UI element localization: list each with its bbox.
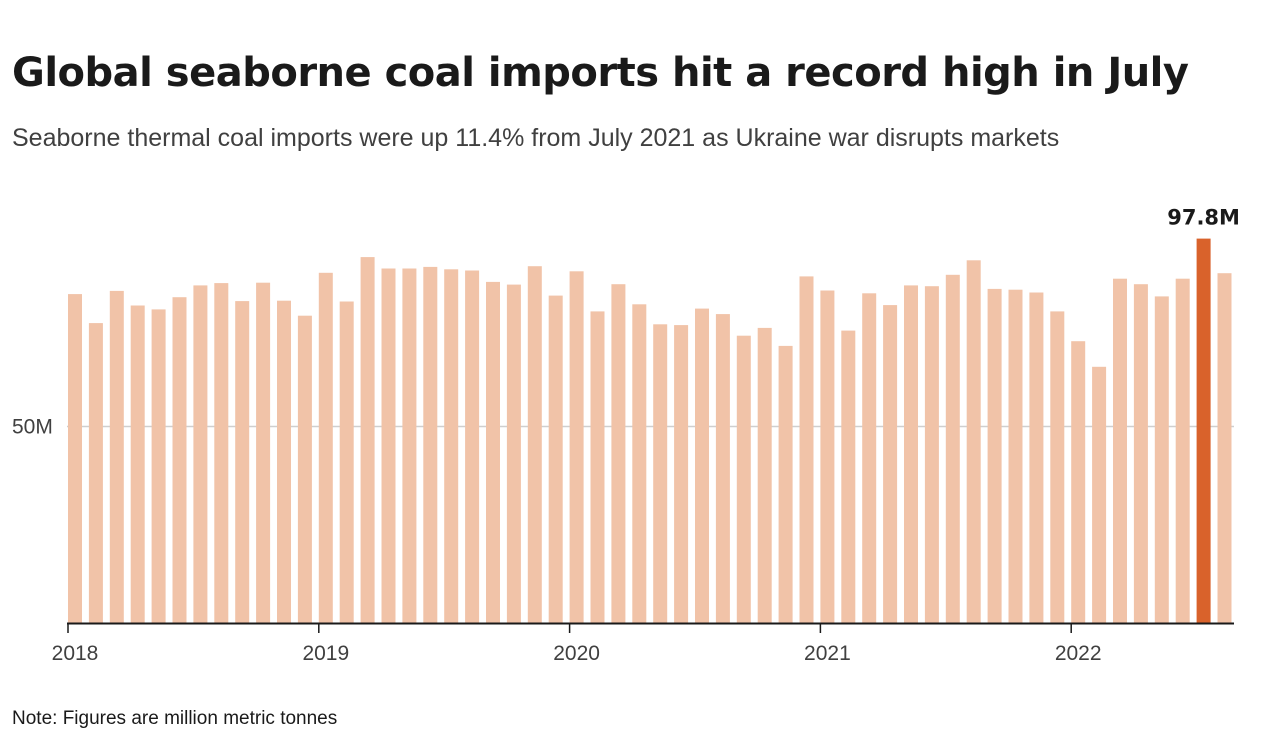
bar bbox=[904, 285, 918, 623]
bar bbox=[381, 268, 396, 623]
bar bbox=[883, 305, 898, 623]
bar bbox=[151, 309, 166, 623]
x-tick-label: 2020 bbox=[553, 642, 600, 665]
chart-note: Note: Figures are million metric tonnes bbox=[12, 708, 338, 729]
bar bbox=[611, 284, 626, 623]
bar bbox=[987, 288, 1002, 623]
chart-title: Global seaborne coal imports hit a recor… bbox=[12, 50, 1189, 96]
bar bbox=[1029, 292, 1044, 623]
bar bbox=[1113, 278, 1127, 623]
annotations: 97.8M bbox=[1167, 206, 1240, 230]
bar bbox=[235, 301, 250, 623]
bar bbox=[820, 290, 835, 623]
bar bbox=[924, 286, 939, 623]
bar bbox=[527, 266, 542, 623]
x-tick-label: 2021 bbox=[804, 642, 851, 665]
bar bbox=[715, 314, 730, 623]
x-tick-label: 2018 bbox=[52, 642, 99, 665]
bar bbox=[193, 285, 208, 623]
bar bbox=[277, 300, 291, 623]
bar bbox=[88, 323, 103, 623]
bar bbox=[256, 282, 271, 623]
bar bbox=[1154, 296, 1169, 623]
bar bbox=[297, 315, 312, 623]
bar bbox=[1175, 278, 1190, 623]
bar bbox=[841, 330, 856, 623]
bar bbox=[1133, 284, 1148, 623]
y-tick-label: 50M bbox=[12, 416, 53, 439]
bar bbox=[360, 257, 375, 623]
bar bbox=[674, 325, 689, 623]
bar bbox=[339, 301, 354, 623]
chart-subtitle: Seaborne thermal coal imports were up 11… bbox=[12, 124, 1060, 152]
bar bbox=[1050, 311, 1065, 623]
bar bbox=[548, 295, 563, 623]
x-tick-label: 2019 bbox=[302, 642, 349, 665]
bar bbox=[109, 290, 124, 623]
bar bbox=[506, 284, 521, 623]
bar bbox=[444, 269, 459, 623]
bar bbox=[68, 294, 82, 623]
bar bbox=[130, 305, 145, 623]
bar bbox=[1071, 341, 1086, 623]
bar bbox=[486, 281, 500, 623]
bar bbox=[590, 311, 605, 623]
bar-highlight bbox=[1196, 238, 1211, 623]
bar bbox=[966, 260, 981, 623]
bar bbox=[1217, 273, 1232, 623]
bar bbox=[945, 274, 960, 623]
bar bbox=[736, 335, 751, 623]
bar bbox=[862, 293, 877, 623]
x-tick-label: 2022 bbox=[1055, 642, 1102, 665]
bar bbox=[318, 272, 333, 623]
x-axis: 2018 2019 2020 2021 2022 bbox=[52, 622, 1234, 665]
bar bbox=[465, 270, 480, 623]
bar bbox=[799, 276, 814, 623]
bar bbox=[757, 327, 772, 623]
y-axis-labels: 50M bbox=[12, 416, 53, 439]
bar bbox=[214, 283, 229, 623]
highlight-value-label: 97.8M bbox=[1167, 206, 1240, 230]
bars bbox=[68, 238, 1232, 623]
bar bbox=[695, 308, 709, 623]
bar bbox=[172, 297, 187, 623]
bar bbox=[1008, 289, 1023, 623]
bar bbox=[423, 266, 438, 623]
bar bbox=[632, 304, 647, 623]
bar bbox=[1092, 366, 1107, 623]
bar bbox=[778, 345, 793, 623]
bar bbox=[569, 271, 584, 623]
bar bbox=[402, 268, 417, 623]
bar bbox=[653, 324, 668, 623]
